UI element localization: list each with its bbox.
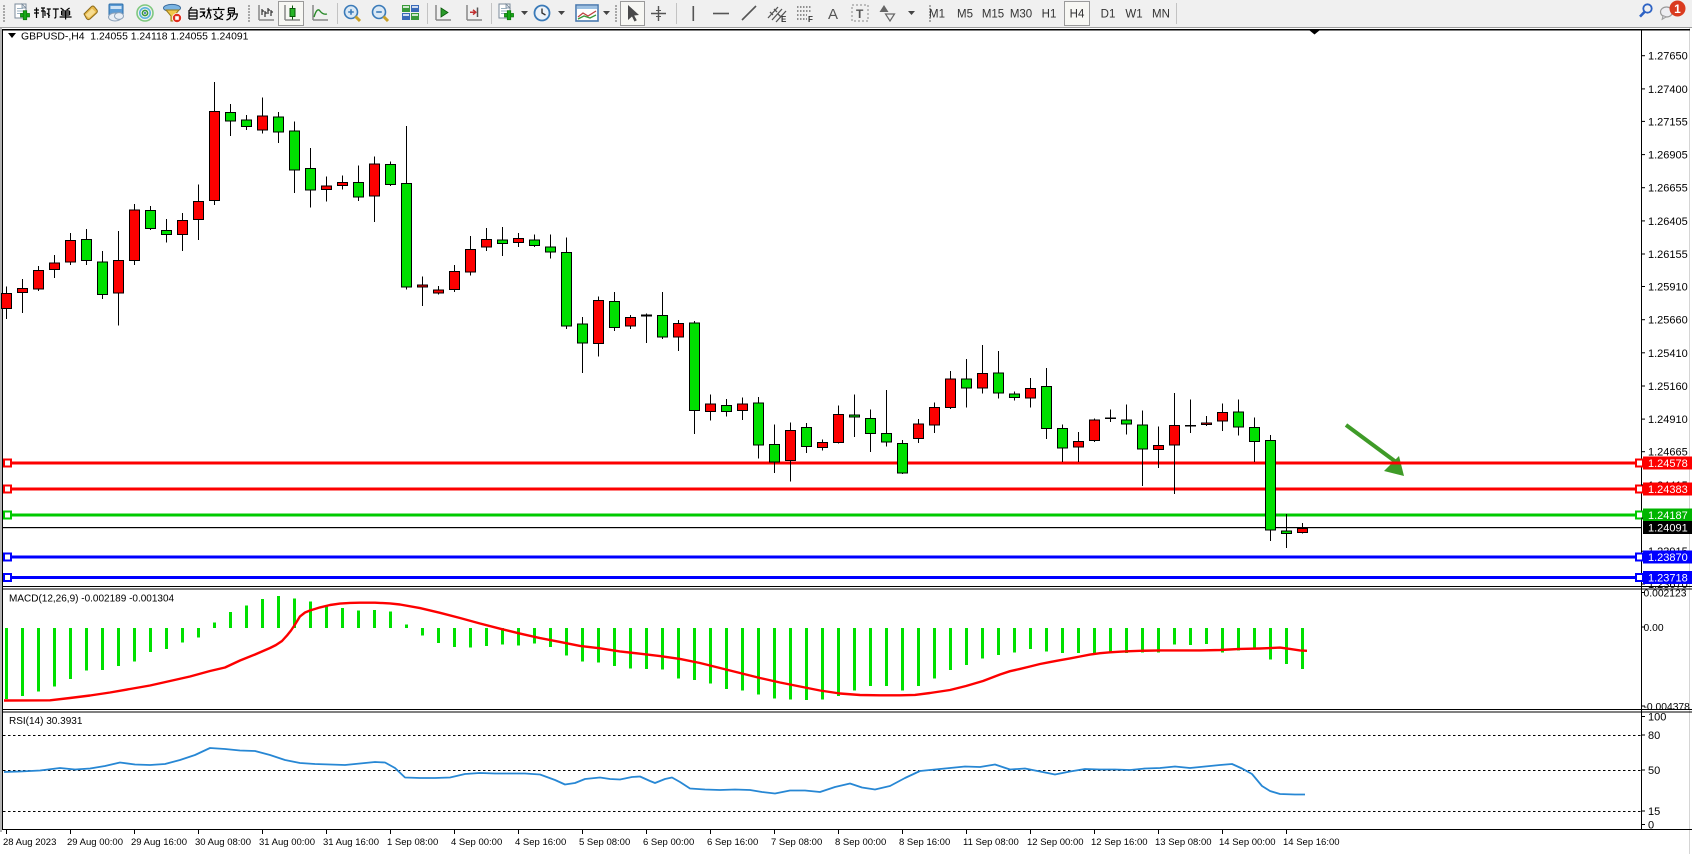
svg-text:1.27400: 1.27400: [1648, 84, 1688, 96]
svg-text:H1: H1: [1042, 9, 1057, 21]
svg-text:29 Aug 16:00: 29 Aug 16:00: [131, 837, 187, 848]
svg-text:4 Sep 16:00: 4 Sep 16:00: [515, 837, 566, 848]
svg-text:1.24665: 1.24665: [1648, 447, 1688, 459]
svg-text:1.26405: 1.26405: [1648, 216, 1688, 228]
svg-text:8 Sep 00:00: 8 Sep 00:00: [835, 837, 886, 848]
svg-text:MACD(12,26,9) -0.002189 -0.001: MACD(12,26,9) -0.002189 -0.001304: [9, 594, 175, 605]
svg-text:80: 80: [1648, 730, 1660, 742]
svg-text:31 Aug 00:00: 31 Aug 00:00: [259, 837, 315, 848]
svg-text:13 Sep 08:00: 13 Sep 08:00: [1155, 837, 1212, 848]
svg-text:1.27155: 1.27155: [1648, 116, 1688, 128]
svg-text:1.24578: 1.24578: [1648, 458, 1688, 470]
svg-text:1.24383: 1.24383: [1648, 484, 1688, 496]
svg-text:D1: D1: [1101, 9, 1116, 21]
svg-text:A: A: [828, 6, 838, 23]
svg-text:0.002123: 0.002123: [1644, 589, 1687, 600]
svg-text:M15: M15: [982, 9, 1004, 21]
svg-text:1.23870: 1.23870: [1648, 552, 1688, 564]
svg-text:0.00: 0.00: [1644, 623, 1664, 634]
svg-text:14 Sep 16:00: 14 Sep 16:00: [1283, 837, 1340, 848]
svg-text:1.26905: 1.26905: [1648, 150, 1688, 162]
svg-text:W1: W1: [1125, 9, 1142, 21]
svg-text:7 Sep 08:00: 7 Sep 08:00: [771, 837, 822, 848]
svg-text:1.26155: 1.26155: [1648, 249, 1688, 261]
svg-text:H4: H4: [1070, 9, 1085, 21]
svg-text:M5: M5: [957, 9, 973, 21]
svg-text:RSI(14) 30.3931: RSI(14) 30.3931: [9, 716, 83, 727]
svg-text:M30: M30: [1010, 9, 1032, 21]
svg-text:1.25910: 1.25910: [1648, 282, 1688, 294]
svg-text:50: 50: [1648, 765, 1660, 777]
svg-text:6 Sep 16:00: 6 Sep 16:00: [707, 837, 758, 848]
svg-text:100: 100: [1648, 712, 1666, 724]
svg-text:8 Sep 16:00: 8 Sep 16:00: [899, 837, 950, 848]
svg-text:1.24187: 1.24187: [1648, 510, 1688, 522]
svg-text:11 Sep 08:00: 11 Sep 08:00: [963, 837, 1019, 848]
svg-text:12 Sep 16:00: 12 Sep 16:00: [1091, 837, 1148, 848]
svg-text:M1: M1: [929, 9, 945, 21]
svg-text:12 Sep 00:00: 12 Sep 00:00: [1027, 837, 1084, 848]
svg-text:T: T: [856, 7, 864, 21]
svg-text:29 Aug 00:00: 29 Aug 00:00: [67, 837, 123, 848]
svg-text:1.25160: 1.25160: [1648, 381, 1688, 393]
svg-text:1.23718: 1.23718: [1648, 573, 1688, 585]
svg-text:6 Sep 00:00: 6 Sep 00:00: [643, 837, 694, 848]
svg-text:1.25660: 1.25660: [1648, 315, 1688, 327]
svg-text:F: F: [808, 15, 813, 24]
svg-text:31 Aug 16:00: 31 Aug 16:00: [323, 837, 379, 848]
svg-text:1.25410: 1.25410: [1648, 348, 1688, 360]
svg-text:E: E: [781, 15, 787, 24]
svg-text:0: 0: [1648, 820, 1654, 832]
svg-text:28 Aug 2023: 28 Aug 2023: [3, 837, 56, 848]
svg-text:1.24091: 1.24091: [1648, 523, 1688, 535]
svg-text:14 Sep 00:00: 14 Sep 00:00: [1219, 837, 1276, 848]
svg-text:1.26655: 1.26655: [1648, 183, 1688, 195]
svg-text:1: 1: [1674, 2, 1681, 16]
svg-text:30 Aug 08:00: 30 Aug 08:00: [195, 837, 251, 848]
svg-text:1.27650: 1.27650: [1648, 51, 1688, 63]
svg-text:1.24910: 1.24910: [1648, 414, 1688, 426]
svg-text:-0.004378: -0.004378: [1644, 702, 1691, 713]
svg-text:5 Sep 08:00: 5 Sep 08:00: [579, 837, 630, 848]
svg-text:MN: MN: [1152, 9, 1170, 21]
svg-text:15: 15: [1648, 806, 1660, 818]
svg-text:1 Sep 08:00: 1 Sep 08:00: [387, 837, 438, 848]
svg-text:4 Sep 00:00: 4 Sep 00:00: [451, 837, 502, 848]
svg-text:GBPUSD-,H4 1.24055 1.24118 1.: GBPUSD-,H4 1.24055 1.24118 1.24055 1.240…: [21, 32, 249, 43]
